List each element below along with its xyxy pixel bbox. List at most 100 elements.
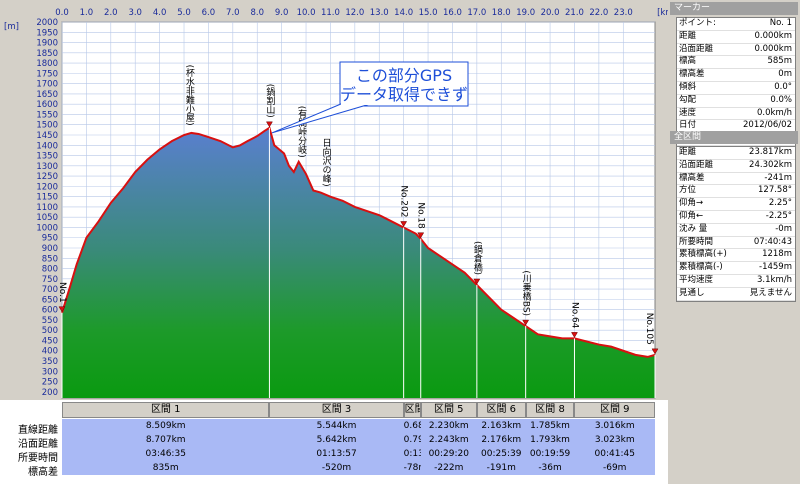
- waypoint-marker: [417, 232, 425, 239]
- elevation-profile-line: [61, 126, 656, 358]
- section-value: -191m: [476, 461, 526, 475]
- all-sections-row: 仰角← -2.25°: [677, 211, 795, 224]
- section-value: 0:13:: [403, 447, 421, 461]
- all-sections-key: 累積標高(-): [679, 262, 723, 273]
- x-tick-label: 13.0: [370, 8, 389, 18]
- marker-value: 0m: [778, 69, 792, 80]
- y-tick-label: 300: [42, 367, 58, 377]
- y-tick-label: 1650: [36, 90, 58, 100]
- section-value: -78m: [403, 461, 421, 475]
- all-sections-row: 見通し 見えません: [677, 288, 795, 301]
- all-sections-value: -241m: [764, 172, 792, 183]
- y-tick-label: 1350: [36, 152, 58, 162]
- x-tick-label: 16.0: [443, 8, 462, 18]
- y-tick-label: 2000: [36, 18, 58, 28]
- waypoint-marker: [473, 278, 481, 285]
- section-column[interactable]: 区間 6 2.163km 2.176km 00:25:39 -191m: [476, 400, 526, 484]
- marker-panel-title: マーカー: [670, 2, 798, 15]
- section-value: -222m: [420, 461, 477, 475]
- waypoint-marker: [571, 332, 578, 338]
- x-unit-label: [km]: [657, 8, 668, 18]
- section-header[interactable]: 区間 9: [574, 402, 655, 418]
- marker-value: No. 1: [769, 18, 792, 28]
- chart-svg: 0.0 1.0 2.0 3.0 4.0 5.0 6.0 7.0 8.0 9.0 10.0 11.0 12…: [4, 8, 668, 399]
- x-tick-label: 20.0: [541, 8, 560, 18]
- all-sections-key: 距離: [679, 147, 697, 157]
- callout-box-inner: [341, 63, 467, 105]
- all-sections-value: -0m: [775, 223, 792, 234]
- all-sections-row: 平均速度 3.1km/h: [677, 275, 795, 288]
- section-value: -69m: [574, 461, 655, 475]
- y-tick-label: 600: [42, 306, 58, 316]
- y-tick-label: 550: [42, 316, 58, 326]
- marker-row: 速度 0.0km/h: [677, 108, 795, 121]
- x-tick-label: 14.0: [394, 8, 413, 18]
- section-header[interactable]: 区間 8: [525, 402, 575, 418]
- callout-text-2: データ取得できず: [340, 85, 468, 104]
- x-tick-label: 1.0: [80, 8, 94, 18]
- all-sections-key: 仰角←: [679, 210, 704, 221]
- marker-key: 沿面距離: [679, 43, 714, 54]
- section-value: -520m: [269, 461, 404, 475]
- marker-row: 勾配 0.0%: [677, 95, 795, 108]
- all-sections-key: 平均速度: [679, 274, 714, 285]
- annotation-label: 日向沢の峰): [321, 138, 332, 187]
- elevation-chart[interactable]: 0.0 1.0 2.0 3.0 4.0 5.0 6.0 7.0 8.0 9.0 10.0 11.0 12…: [0, 0, 668, 400]
- marker-value: 0.0%: [770, 94, 792, 105]
- all-sections-value: 24.302km: [749, 159, 792, 170]
- section-column[interactable]: 区間 1 8.509km 8.707km 03:46:35 835m: [62, 400, 270, 484]
- waypoint-label: No.105: [644, 313, 654, 345]
- section-column[interactable]: 区間 9 3.016km 3.023km 00:41:45 -69m: [574, 400, 655, 484]
- annotation-label: (有間峠分岐): [296, 106, 307, 158]
- all-sections-key: 仰角→: [679, 198, 704, 209]
- section-value: 2.243km: [420, 433, 477, 447]
- x-tick-label: 10.0: [297, 8, 316, 18]
- section-value: 00:41:45: [574, 447, 655, 461]
- section-value: 2.163km: [476, 419, 526, 433]
- y-tick-label: 1000: [36, 223, 58, 233]
- section-column[interactable]: 区間 3 5.544km 5.642km 01:13:57 -520m: [269, 400, 404, 484]
- all-sections-value: -2.25°: [765, 210, 792, 221]
- marker-key: 標高: [679, 56, 697, 67]
- marker-row: 標高差 0m: [677, 69, 795, 82]
- marker-key: 標高差: [679, 69, 705, 80]
- annotation-label: (杯水非難小屋): [184, 65, 195, 126]
- all-sections-key: 沿面距離: [679, 159, 714, 170]
- row-label-surface-distance: 沿面距離: [18, 439, 58, 450]
- section-column[interactable]: 区間 40.6810.7910:13:-78m: [403, 400, 421, 484]
- y-tick-label: 200: [42, 388, 58, 398]
- x-tick-label: 22.0: [589, 8, 608, 18]
- x-tick-label: 2.0: [104, 8, 118, 18]
- y-tick-label: 700: [42, 285, 58, 295]
- all-sections-key: 累積標高(+): [679, 249, 727, 260]
- waypoint-marker: [400, 221, 408, 227]
- all-sections-row: 仰角→ 2.25°: [677, 198, 795, 211]
- y-tick-label: 1950: [36, 28, 58, 38]
- section-header[interactable]: 区間 3: [269, 402, 404, 418]
- y-tick-label: 1700: [36, 80, 58, 90]
- section-header[interactable]: 区間 1: [62, 402, 270, 418]
- marker-row: 傾斜 0.0°: [677, 82, 795, 95]
- x-tick-label: 4.0: [153, 8, 167, 18]
- marker-row: 沿面距離 0.000km: [677, 44, 795, 57]
- waypoint-label: No.64: [569, 302, 579, 329]
- marker-row: 標高 585m: [677, 56, 795, 70]
- y-tick-label: 1250: [36, 172, 58, 182]
- x-tick-label: 9.0: [275, 8, 289, 18]
- section-column[interactable]: 区間 5 2.230km 2.243km 00:29:20 -222m: [420, 400, 477, 484]
- section-value: 3.023km: [574, 433, 655, 447]
- section-value: 0.791: [403, 433, 421, 447]
- waypoint-label: (川乗橋BS): [521, 270, 532, 316]
- all-sections-value: 見えません: [749, 287, 792, 298]
- y-tick-label: 1050: [36, 213, 58, 223]
- section-header[interactable]: 区間 4: [403, 402, 421, 418]
- section-value: 00:29:20: [420, 447, 477, 461]
- x-tick-label: 23.0: [614, 8, 633, 18]
- all-sections-key: 方位: [679, 185, 697, 196]
- section-header[interactable]: 区間 6: [476, 402, 526, 418]
- y-tick-label: 800: [42, 265, 58, 275]
- y-tick-label: 1450: [36, 131, 58, 141]
- all-sections-row: 方位 127.58°: [677, 185, 795, 199]
- section-header[interactable]: 区間 5: [420, 402, 477, 418]
- section-column[interactable]: 区間 8 1.785km 1.793km 00:19:59 -36m: [525, 400, 575, 484]
